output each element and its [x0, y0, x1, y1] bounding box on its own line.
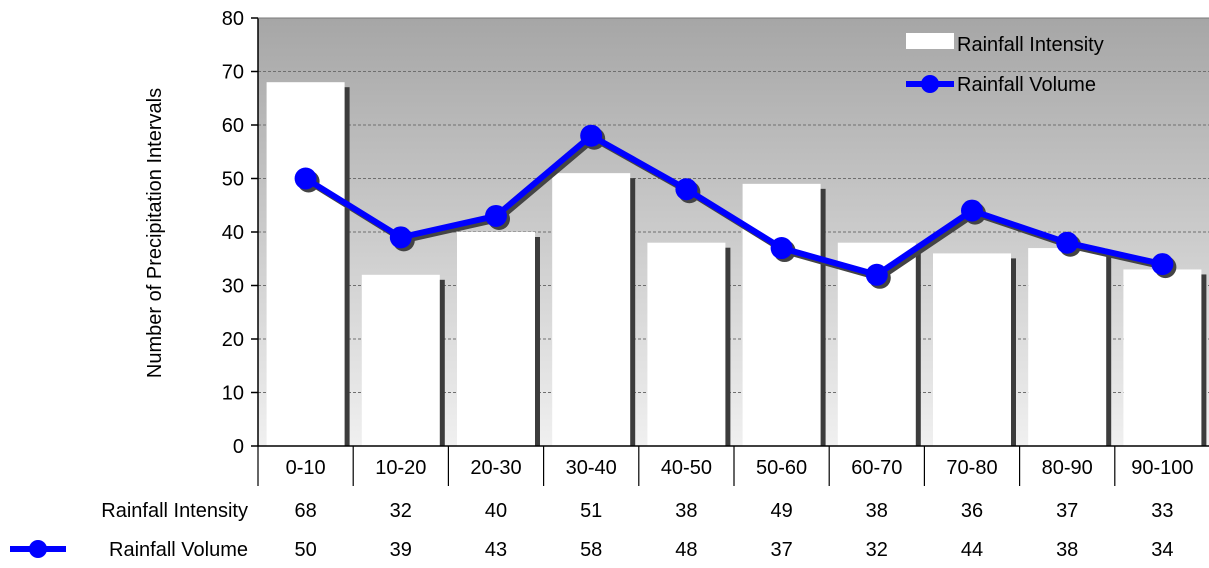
y-tick-label: 0 — [233, 436, 244, 458]
bar — [457, 232, 535, 446]
legend-label: Rainfall Intensity — [957, 34, 1104, 56]
x-tick-label: 60-70 — [851, 457, 902, 479]
bar — [742, 183, 821, 446]
y-tick-label: 40 — [222, 222, 244, 244]
table-cell: 32 — [866, 539, 888, 561]
point — [1151, 253, 1174, 276]
x-tick-label: 80-90 — [1042, 457, 1093, 479]
y-tick-label: 80 — [222, 8, 244, 30]
table-cell: 33 — [1151, 500, 1173, 522]
table-row-label: Rainfall Intensity — [101, 500, 248, 522]
table-cell: 34 — [1151, 539, 1173, 561]
table-cell: 49 — [770, 500, 792, 522]
table-cell: 44 — [961, 539, 983, 561]
y-tick-label: 30 — [222, 276, 244, 298]
y-tick-label: 10 — [222, 383, 244, 405]
bar — [266, 82, 345, 446]
table-cell: 58 — [580, 539, 602, 561]
legend: Rainfall Intensity Rainfall Volume — [906, 33, 1104, 96]
table-cell: 68 — [294, 500, 316, 522]
point — [675, 178, 698, 201]
x-tick-label: 0-10 — [286, 457, 326, 479]
table-cell: 39 — [390, 539, 412, 561]
table-cell: 43 — [485, 539, 507, 561]
point — [485, 204, 507, 227]
y-tick-label: 20 — [222, 329, 244, 351]
data-table: 0-10 10-20 20-30 30-40 40-50 50-60 60-70 70-80 8… — [10, 446, 1194, 561]
point — [1056, 231, 1079, 254]
y-tick-labels: 0 10 20 30 40 50 60 70 80 — [222, 8, 244, 458]
table-cell: 50 — [294, 539, 316, 561]
bar — [1123, 269, 1202, 446]
point — [580, 124, 603, 147]
point — [294, 167, 317, 190]
series-line — [304, 132, 1164, 278]
x-tick-label: 70-80 — [946, 457, 997, 479]
table-cell: 48 — [675, 539, 697, 561]
x-tick-label: 10-20 — [375, 457, 426, 479]
bars-rainfall-intensity — [266, 82, 1207, 446]
table-row-label: Rainfall Volume — [109, 539, 248, 561]
bar — [361, 274, 440, 446]
line-rainfall-volume — [294, 124, 1177, 289]
point — [961, 199, 983, 222]
table-cell: 38 — [1056, 539, 1078, 561]
x-tick-label: 40-50 — [661, 457, 712, 479]
y-axis-label: Number of Precipitation Intervals — [144, 88, 166, 378]
x-tick-label: 90-100 — [1131, 457, 1193, 479]
bar — [1028, 248, 1107, 446]
y-tick-label: 50 — [222, 169, 244, 191]
table-cell: 40 — [485, 500, 507, 522]
y-tick-label: 70 — [222, 62, 244, 84]
table-cell: 51 — [580, 500, 602, 522]
x-tick-label: 20-30 — [470, 457, 521, 479]
bar — [647, 242, 726, 446]
x-tick-label: 30-40 — [566, 457, 617, 479]
x-tick-label: 50-60 — [756, 457, 807, 479]
point — [770, 237, 793, 260]
point — [865, 263, 888, 286]
y-tick-label: 60 — [222, 115, 244, 137]
table-cell: 32 — [390, 500, 412, 522]
table-cell: 36 — [961, 500, 983, 522]
legend-label: Rainfall Volume — [957, 74, 1096, 96]
legend-bar-key — [906, 33, 954, 49]
bar — [933, 253, 1011, 446]
bar — [552, 173, 631, 446]
point — [389, 226, 412, 249]
table-cell: 37 — [1056, 500, 1078, 522]
table-cell: 37 — [770, 539, 792, 561]
legend-marker-key — [921, 75, 939, 93]
table-row-marker-key — [29, 540, 47, 558]
table-cell: 38 — [675, 500, 697, 522]
gridlines — [258, 71, 1209, 393]
table-cell: 38 — [866, 500, 888, 522]
